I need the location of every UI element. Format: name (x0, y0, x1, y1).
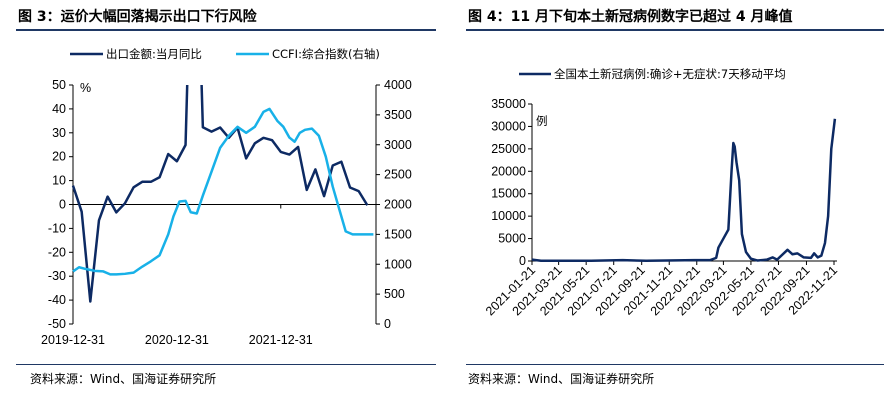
figure4-source: 资料来源：Wind、国海证券研究所 (468, 372, 655, 386)
source-rule-left (16, 364, 436, 365)
x-tick-label: 2020-12-31 (145, 333, 209, 347)
left-tick-label: -10 (48, 221, 66, 235)
x-tick-label: 2019-12-31 (41, 333, 105, 347)
right-tick-label: 3000 (384, 138, 412, 152)
right-tick-label: 4000 (384, 78, 412, 92)
right-tick-label: 0 (384, 317, 391, 331)
y-tick-label: 20000 (491, 164, 526, 178)
unit-label: 例 (536, 114, 548, 128)
unit-label: % (80, 81, 91, 95)
left-tick-label: 50 (52, 78, 66, 92)
left-tick-label: 20 (52, 150, 66, 164)
right-tick-label: 2500 (384, 168, 412, 182)
y-tick-label: 35000 (491, 97, 526, 111)
x-tick-label: 2021-12-31 (249, 333, 313, 347)
series-line-export (71, 85, 369, 303)
figure3-source: 资料来源：Wind、国海证券研究所 (30, 372, 217, 386)
right-tick-label: 2000 (384, 198, 412, 212)
covid-cases-chart: 350003000025000200001500010000500002021-… (483, 67, 840, 318)
source-rule-right (466, 364, 884, 365)
export-ccfi-chart: 50 40 30 20 10 0 -10 -20 -30 -40 -50 4000 3500 3000 25… (41, 47, 412, 347)
series-line-covid-cases (531, 118, 837, 263)
y-tick-label: 15000 (491, 187, 526, 201)
legend-label: 出口金额:当月同比 (106, 47, 202, 61)
y-tick-label: 10000 (491, 209, 526, 223)
right-tick-label: 1000 (384, 257, 412, 271)
left-tick-label: -50 (48, 317, 66, 331)
title-rule-left (16, 29, 436, 31)
left-tick-label: -40 (48, 293, 66, 307)
y-tick-label: 25000 (491, 142, 526, 156)
legend-label: 全国本土新冠病例:确诊+无症状:7天移动平均 (554, 67, 786, 81)
right-tick-label: 500 (384, 287, 405, 301)
y-tick-label: 5000 (498, 232, 526, 246)
legend-label: CCFI:综合指数(右轴) (272, 47, 380, 61)
right-tick-label: 1500 (384, 227, 412, 241)
left-tick-label: 40 (52, 102, 66, 116)
figure4-title: 图 4：11 月下旬本土新冠病例数字已超过 4 月峰值 (468, 9, 793, 25)
series-line-ccfi (72, 107, 374, 276)
left-tick-label: -20 (48, 245, 66, 259)
y-tick-label: 0 (519, 254, 526, 268)
right-tick-label: 3500 (384, 108, 412, 122)
left-tick-label: 0 (59, 198, 66, 212)
figure3-title: 图 3：运价大幅回落揭示出口下行风险 (18, 9, 257, 25)
left-tick-label: 10 (52, 174, 66, 188)
left-tick-label: -30 (48, 269, 66, 283)
title-rule-right (466, 29, 884, 31)
left-tick-label: 30 (52, 126, 66, 140)
y-tick-label: 30000 (491, 119, 526, 133)
